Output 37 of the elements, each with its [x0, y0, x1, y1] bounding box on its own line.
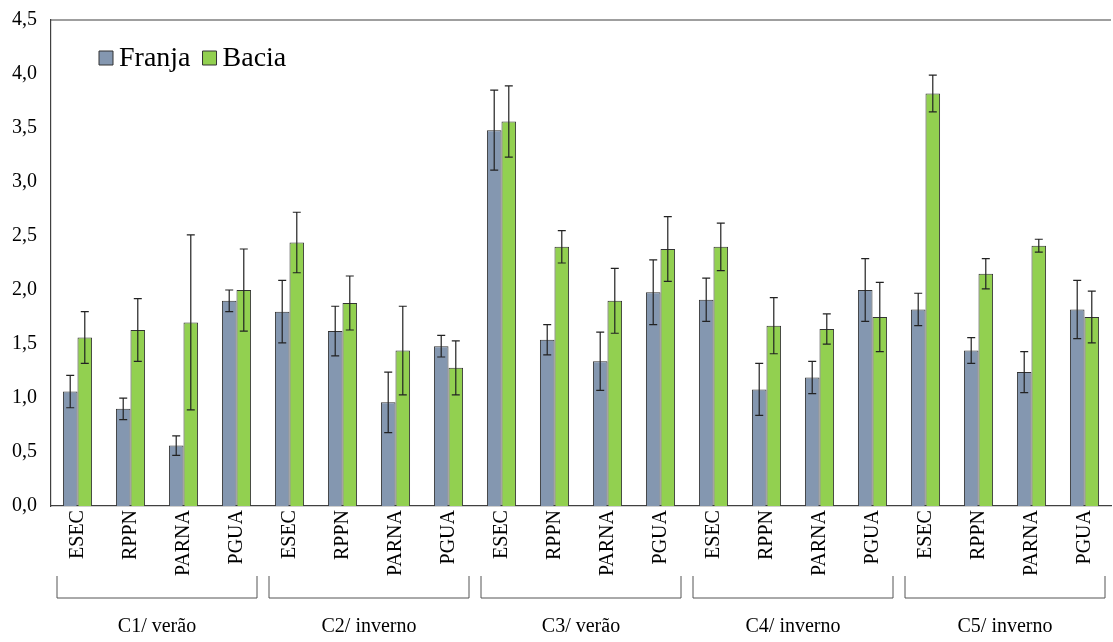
x-tick-label: ESEC — [912, 510, 935, 559]
x-tick-label: PGUA — [859, 509, 882, 565]
x-tick-label: RPPN — [117, 510, 140, 561]
x-tick-label: ESEC — [64, 510, 87, 559]
x-tick-label: PGUA — [435, 509, 458, 565]
y-tick-label: 4,0 — [12, 61, 37, 84]
y-tick-label: 3,0 — [12, 169, 37, 192]
y-tick-label: 1,5 — [12, 331, 37, 354]
x-tick-label: PGUA — [1071, 509, 1094, 565]
x-tick-label: RPPN — [753, 510, 776, 561]
x-tick-label: PGUA — [223, 509, 246, 565]
x-tick-label: RPPN — [965, 510, 988, 561]
x-tick-label: PARNA — [170, 509, 193, 577]
y-tick-label: 2,0 — [12, 277, 37, 300]
text: C5/ inverno — [957, 614, 1053, 637]
y-tick-label: 2,5 — [12, 223, 37, 246]
x-tick-label: PARNA — [1018, 509, 1041, 577]
x-tick-label: PARNA — [594, 509, 617, 577]
x-tick-label: ESEC — [700, 510, 723, 559]
y-tick-label: 0,5 — [12, 439, 37, 462]
x-tick-label: RPPN — [541, 510, 564, 561]
x-tick-label: PARNA — [806, 509, 829, 577]
text: C1/ verão — [117, 614, 197, 637]
legend-label: Franja — [119, 41, 192, 73]
x-tick-label: PGUA — [647, 509, 670, 565]
x-tick-label: RPPN — [329, 510, 352, 561]
x-tick-label: ESEC — [488, 510, 511, 559]
text: C2/ inverno — [321, 614, 417, 637]
y-tick-label: 3,5 — [12, 115, 37, 138]
y-tick-label: 0,0 — [12, 493, 37, 516]
text: C3/ verão — [541, 614, 621, 637]
x-tick-label: PARNA — [382, 509, 405, 577]
text: C4/ inverno — [745, 614, 841, 637]
x-tick-label: ESEC — [276, 510, 299, 559]
y-tick-label: 4,5 — [12, 7, 37, 30]
legend-label: Bacia — [222, 41, 287, 73]
y-tick-label: 1,0 — [12, 385, 37, 408]
